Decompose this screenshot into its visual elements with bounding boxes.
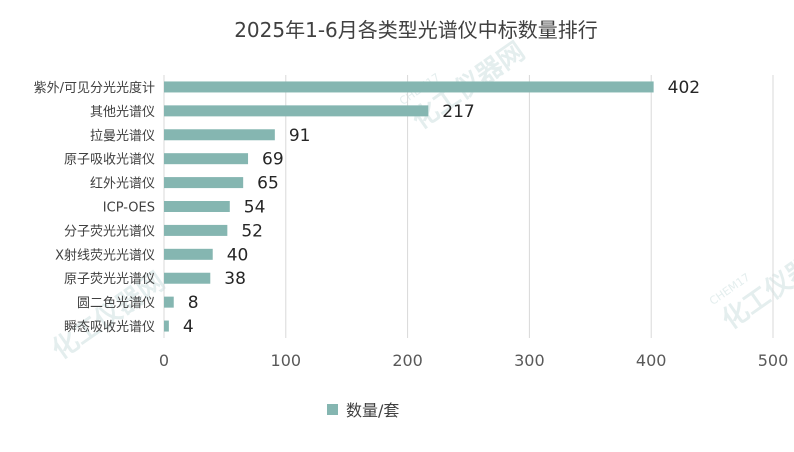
category-label: 拉曼光谱仪 — [90, 129, 155, 144]
data-label: 52 — [241, 221, 263, 241]
data-label: 69 — [262, 150, 284, 170]
bar — [164, 320, 169, 332]
watermark-layer: 化工仪器网 CHEM17 化工仪器网 CHEM17 化工仪器网 — [47, 37, 794, 366]
data-label: 38 — [224, 269, 246, 289]
category-label: 红外光谱仪 — [90, 176, 155, 192]
chart-title: 2025年1-6月各类型光谱仪中标数量排行 — [234, 18, 598, 42]
category-label: 圆二色光谱仪 — [77, 295, 155, 311]
category-label: 分子荧光光谱仪 — [64, 224, 155, 239]
legend-swatch — [327, 404, 338, 415]
data-label: 8 — [188, 293, 199, 313]
bar — [164, 296, 174, 308]
category-label: 瞬态吸收光谱仪 — [64, 320, 155, 335]
data-label: 40 — [227, 245, 249, 265]
data-label: 402 — [668, 78, 700, 98]
x-axis-ticks: 0 100 200 300 400 500 — [159, 351, 788, 370]
bar — [164, 81, 654, 93]
bar — [164, 177, 244, 189]
category-label: 紫外/可见分光光度计 — [34, 80, 155, 96]
x-tick-label: 100 — [271, 351, 302, 370]
category-label: X射线荧光光谱仪 — [55, 247, 155, 263]
category-label: 原子荧光光谱仪 — [64, 272, 155, 287]
bar — [164, 201, 230, 212]
data-label: 91 — [289, 126, 311, 146]
data-label: 4 — [183, 317, 194, 337]
bar — [164, 129, 275, 141]
data-label: 217 — [442, 102, 474, 122]
x-tick-label: 500 — [758, 351, 789, 370]
data-label: 65 — [257, 174, 279, 194]
bar — [164, 272, 211, 284]
bar — [164, 248, 213, 260]
x-tick-label: 200 — [392, 351, 423, 370]
x-tick-label: 300 — [514, 351, 545, 370]
category-label: 原子吸收光谱仪 — [64, 153, 155, 168]
bar — [164, 153, 249, 165]
bars — [164, 81, 654, 332]
x-tick-label: 400 — [636, 351, 667, 370]
x-tick-label: 0 — [159, 351, 169, 370]
bar — [164, 105, 429, 117]
legend: 数量/套 — [327, 401, 399, 420]
category-label: ICP-OES — [103, 201, 155, 216]
data-label: 54 — [244, 198, 266, 218]
category-label: 其他光谱仪 — [90, 105, 155, 120]
legend-label: 数量/套 — [346, 401, 399, 420]
bar — [164, 224, 228, 236]
